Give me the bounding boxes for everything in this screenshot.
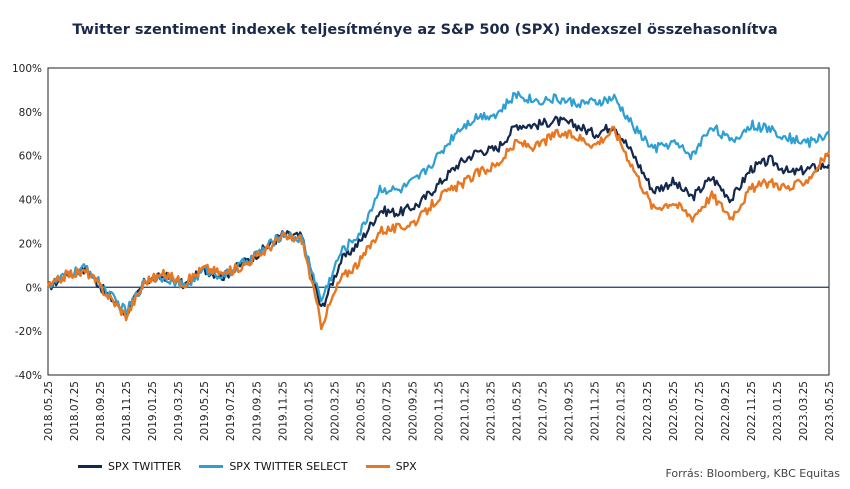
x-tick-label: 2021.01.25: [460, 381, 472, 441]
chart-container: Twitter szentiment indexek teljesítménye…: [0, 0, 850, 489]
x-tick-label: 2021.09.25: [564, 381, 576, 441]
x-tick-label: 2020.01.25: [303, 381, 315, 441]
line-chart: 100% 80% 60% 40% 20% 0% -20% -40%2018.05.25 2018…: [0, 0, 850, 489]
y-tick-label: 20%: [19, 238, 42, 250]
x-tick-label: 2022.07.25: [694, 381, 706, 441]
x-tick-label: 2019.05.25: [199, 381, 211, 441]
source-note: Forrás: Bloomberg, KBC Equitas: [665, 467, 840, 480]
y-tick-label: -20%: [15, 326, 42, 338]
x-tick-label: 2018.07.25: [69, 381, 81, 441]
chart-legend: SPX TWITTER SPX TWITTER SELECT SPX: [78, 460, 417, 473]
y-tick-label: 60%: [19, 151, 42, 163]
x-tick-label: 2019.11.25: [277, 381, 289, 441]
series-line-spx-twitter: [48, 117, 829, 315]
x-tick-label: 2022.11.25: [746, 381, 758, 441]
y-tick-label: 80%: [19, 107, 42, 119]
x-tick-label: 2020.07.25: [381, 381, 393, 441]
legend-label-spx-twitter: SPX TWITTER: [108, 460, 181, 473]
y-tick-label: 0%: [25, 282, 42, 294]
x-tick-label: 2019.07.25: [225, 381, 237, 441]
x-tick-label: 2021.03.25: [486, 381, 498, 441]
x-tick-label: 2022.05.25: [668, 381, 680, 441]
x-tick-label: 2022.01.25: [616, 381, 628, 441]
x-tick-label: 2021.11.25: [590, 381, 602, 441]
y-tick-label: 100%: [12, 63, 42, 75]
x-tick-label: 2018.09.25: [95, 381, 107, 441]
legend-label-spx: SPX: [396, 460, 417, 473]
x-tick-label: 2019.09.25: [251, 381, 263, 441]
x-tick-label: 2020.03.25: [329, 381, 341, 441]
x-tick-label: 2020.11.25: [434, 381, 446, 441]
x-tick-label: 2019.03.25: [173, 381, 185, 441]
x-tick-label: 2023.05.25: [824, 381, 836, 441]
x-tick-label: 2021.07.25: [538, 381, 550, 441]
plot-frame: [48, 68, 829, 375]
legend-swatch-spx-twitter-select: [199, 465, 223, 468]
x-tick-label: 2022.03.25: [642, 381, 654, 441]
x-tick-label: 2020.09.25: [407, 381, 419, 441]
legend-item-spx: SPX: [366, 460, 417, 473]
legend-item-spx-twitter: SPX TWITTER: [78, 460, 181, 473]
x-tick-label: 2023.01.25: [772, 381, 784, 441]
y-tick-label: -40%: [15, 370, 42, 382]
legend-swatch-spx: [366, 465, 390, 468]
x-tick-label: 2023.03.25: [798, 381, 810, 441]
x-tick-label: 2021.05.25: [512, 381, 524, 441]
y-tick-label: 40%: [19, 195, 42, 207]
x-tick-label: 2020.05.25: [355, 381, 367, 441]
series-line-spx: [48, 127, 829, 329]
x-tick-label: 2022.09.25: [720, 381, 732, 441]
x-tick-label: 2018.05.25: [43, 381, 55, 441]
x-tick-label: 2018.11.25: [121, 381, 133, 441]
legend-swatch-spx-twitter: [78, 465, 102, 468]
x-tick-label: 2019.01.25: [147, 381, 159, 441]
legend-label-spx-twitter-select: SPX TWITTER SELECT: [229, 460, 347, 473]
legend-item-spx-twitter-select: SPX TWITTER SELECT: [199, 460, 347, 473]
